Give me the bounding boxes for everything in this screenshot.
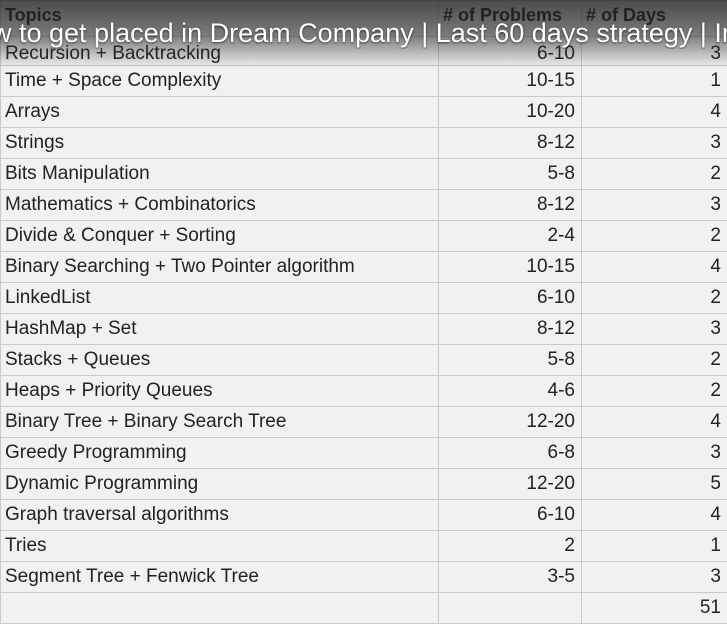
days-cell: 1 <box>582 66 727 97</box>
days-cell: 3 <box>582 438 727 469</box>
topic-cell: Divide & Conquer + Sorting <box>1 221 439 252</box>
days-cell: 4 <box>582 500 727 531</box>
problems-cell: 8-12 <box>439 314 582 345</box>
problems-cell: 10-20 <box>439 97 582 128</box>
header-days: # of Days <box>582 1 727 37</box>
problems-cell: 10-15 <box>439 66 582 97</box>
days-cell: 3 <box>582 190 727 221</box>
problems-cell: 6-10 <box>439 500 582 531</box>
problems-cell: 8-12 <box>439 128 582 159</box>
table-row: Binary Searching + Two Pointer algorithm… <box>1 252 727 283</box>
topic-cell: Heaps + Priority Queues <box>1 376 439 407</box>
header-topics: Topics <box>1 1 439 37</box>
topic-cell: Bits Manipulation <box>1 159 439 190</box>
days-cell: 2 <box>582 376 727 407</box>
header-problems: # of Problems <box>439 1 582 37</box>
problems-cell: 6-10 <box>439 283 582 314</box>
topic-cell: Arrays <box>1 97 439 128</box>
topic-cell: Recursion + Backtracking <box>1 37 439 66</box>
problems-cell: 10-15 <box>439 252 582 283</box>
topic-cell: Greedy Programming <box>1 438 439 469</box>
topic-cell: LinkedList <box>1 283 439 314</box>
problems-cell: 5-8 <box>439 159 582 190</box>
days-cell: 3 <box>582 314 727 345</box>
topic-cell: Mathematics + Combinatorics <box>1 190 439 221</box>
problems-cell: 8-12 <box>439 190 582 221</box>
days-cell: 4 <box>582 252 727 283</box>
days-cell: 2 <box>582 159 727 190</box>
header-row: Topics # of Problems # of Days <box>1 1 727 37</box>
days-cell: 4 <box>582 407 727 438</box>
days-cell: 3 <box>582 128 727 159</box>
problems-cell: 12-20 <box>439 407 582 438</box>
problems-cell: 5-8 <box>439 345 582 376</box>
topic-cell: Time + Space Complexity <box>1 66 439 97</box>
topic-cell: HashMap + Set <box>1 314 439 345</box>
topic-cell: Segment Tree + Fenwick Tree <box>1 562 439 593</box>
topic-cell: Binary Searching + Two Pointer algorithm <box>1 252 439 283</box>
topic-cell: Stacks + Queues <box>1 345 439 376</box>
problems-cell: 2-4 <box>439 221 582 252</box>
days-cell: 5 <box>582 469 727 500</box>
days-cell: 2 <box>582 283 727 314</box>
problems-cell: 4-6 <box>439 376 582 407</box>
days-cell: 3 <box>582 562 727 593</box>
days-cell: 2 <box>582 345 727 376</box>
problems-cell: 12-20 <box>439 469 582 500</box>
topic-cell: Tries <box>1 531 439 562</box>
topic-cell: Graph traversal algorithms <box>1 500 439 531</box>
problems-cell: 2 <box>439 531 582 562</box>
problems-cell: 6-8 <box>439 438 582 469</box>
days-cell: 1 <box>582 531 727 562</box>
days-cell: 2 <box>582 221 727 252</box>
problems-cell: 6-10 <box>439 37 582 66</box>
days-cell: 4 <box>582 97 727 128</box>
days-cell: 3 <box>582 37 727 66</box>
topic-cell: Dynamic Programming <box>1 469 439 500</box>
topic-cell: Strings <box>1 128 439 159</box>
topic-cell: Binary Tree + Binary Search Tree <box>1 407 439 438</box>
problems-cell: 3-5 <box>439 562 582 593</box>
